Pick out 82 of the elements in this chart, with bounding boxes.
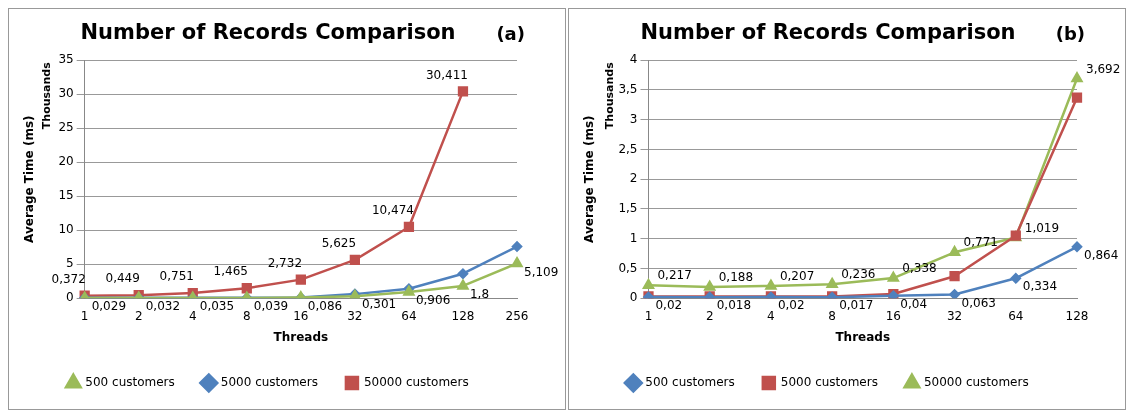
legend-label: 50000 customers: [923, 375, 1029, 390]
data-label: 0,207: [779, 269, 815, 284]
legend-label: 500 customers: [645, 375, 735, 390]
y-axis-title: Average Time (ms): [22, 115, 37, 243]
data-label: 0,086: [307, 298, 343, 313]
x-tick-label: 128: [451, 308, 475, 323]
legend-label: 50000 customers: [363, 375, 469, 390]
x-tick-label: 1: [644, 308, 653, 323]
x-tick-label: 4: [188, 308, 197, 323]
data-label: 3,692: [1086, 61, 1121, 76]
y-tick-label: 0: [629, 290, 638, 305]
data-label: 30,411: [425, 67, 468, 82]
y-tick-label: 3,5: [618, 82, 638, 97]
y-tick-label: 10: [58, 222, 74, 237]
data-label: 0,02: [655, 298, 683, 313]
data-label: 10,474: [371, 203, 414, 218]
x-tick-label: 8: [828, 308, 836, 323]
x-tick-label: 4: [767, 308, 775, 323]
y-tick-label: 3: [629, 111, 638, 126]
y-tick-label: 30: [58, 86, 74, 101]
data-label: 0,301: [361, 297, 397, 312]
y-tick-label: 5: [66, 256, 74, 271]
legend-label: 500 customers: [85, 375, 175, 390]
x-tick-label: 32: [946, 308, 963, 323]
text: (b): [1055, 22, 1085, 44]
data-label: 0,751: [159, 269, 194, 284]
data-label: 0,032: [145, 299, 181, 314]
data-label: 0,04: [900, 296, 928, 311]
data-label: 0,039: [253, 299, 289, 314]
y-tick-label: 20: [58, 154, 74, 169]
data-label: 0,372: [51, 271, 86, 286]
data-label: 0,236: [841, 267, 876, 282]
x-tick-label: 2: [134, 308, 143, 323]
data-label: 2,732: [267, 255, 303, 270]
data-label: 0,188: [718, 270, 754, 285]
data-label: 0,906: [415, 293, 451, 308]
x-axis-title: Threads: [835, 329, 891, 344]
y-tick-label: 0,5: [618, 260, 638, 275]
y-tick-label: 15: [58, 188, 74, 203]
legend-label: 5000 customers: [780, 375, 878, 390]
data-label: 1,8: [469, 287, 490, 302]
y-tick-label: 2,5: [618, 141, 638, 156]
text: (a): [496, 22, 525, 44]
data-label: 0,217: [657, 268, 692, 283]
y-tick-label: 0: [66, 290, 74, 305]
x-tick-label: 64: [1008, 308, 1024, 323]
data-label: 1,019: [1024, 220, 1060, 235]
y-tick-label: 4: [629, 52, 638, 67]
y-axis-title: Average Time (ms): [582, 115, 597, 243]
x-tick-label: 32: [347, 308, 363, 323]
x-tick-label: 2: [705, 308, 714, 323]
data-label: 0,035: [199, 299, 235, 314]
chart-title: Number of Records Comparison: [640, 20, 1016, 45]
y-tick-label: 25: [58, 120, 74, 135]
data-label: 0,771: [963, 235, 998, 250]
data-label: 0,017: [839, 298, 874, 313]
data-label: 5,109: [524, 264, 559, 279]
y-tick-label: 1: [629, 230, 638, 245]
text: Thousands: [603, 61, 617, 130]
data-label: 1,465: [213, 264, 248, 279]
data-label: 0,334: [1022, 279, 1058, 294]
data-label: 0,864: [1084, 247, 1119, 262]
y-tick-label: 2: [629, 171, 638, 186]
x-tick-label: 256: [505, 308, 529, 323]
data-label: 5,625: [321, 236, 357, 251]
y-tick-label: 1,5: [618, 201, 638, 216]
y-tick-label: 35: [58, 52, 74, 67]
x-tick-label: 128: [1065, 308, 1089, 323]
data-label: 0,063: [961, 295, 996, 310]
x-tick-label: 8: [242, 308, 251, 323]
text: Thousands: [39, 61, 53, 130]
chart-title: Number of Records Comparison: [80, 20, 456, 45]
x-axis-title: Threads: [273, 329, 329, 344]
data-label: 0,029: [91, 299, 127, 314]
x-tick-label: 16: [885, 308, 901, 323]
data-label: 0,449: [105, 271, 140, 286]
x-tick-label: 64: [401, 308, 417, 323]
legend-label: 5000 customers: [220, 375, 318, 390]
x-tick-label: 1: [80, 308, 89, 323]
data-label: 0,018: [716, 298, 752, 313]
data-label: 0,02: [777, 298, 805, 313]
x-tick-label: 16: [293, 308, 309, 323]
